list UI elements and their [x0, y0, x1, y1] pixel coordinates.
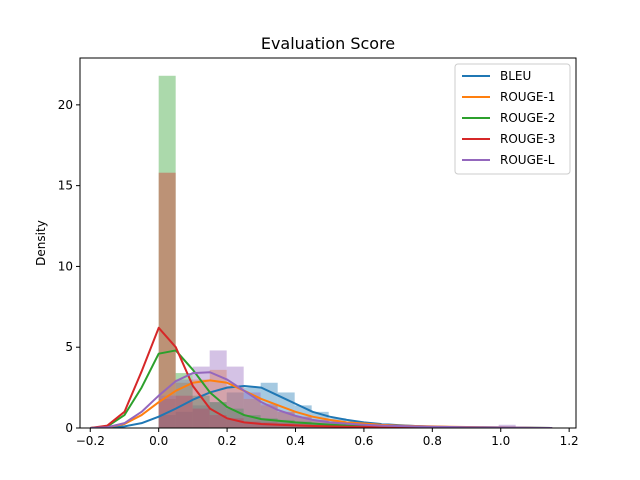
bleu-histogram-bar-1 — [175, 411, 193, 428]
rouge-3-legend-label: ROUGE-3 — [500, 132, 555, 146]
rouge-2-histogram-bar-6 — [260, 418, 278, 428]
rouge-3-histogram-bar-0 — [158, 172, 176, 428]
plot-frame — [79, 57, 577, 429]
y-tick-label: 0 — [65, 421, 73, 435]
rouge-2-histogram-bar-1 — [175, 373, 193, 428]
legend-box — [454, 63, 571, 175]
legend: BLEU ROUGE-1 ROUGE-2 ROUGE-3 ROUGE-L — [454, 63, 571, 175]
x-axis: −0.2 0.0 0.2 0.4 0.6 0.8 1.0 1.2 — [76, 428, 579, 448]
rouge-1-legend-label: ROUGE-1 — [500, 90, 555, 104]
bleu-histogram-bar-0 — [158, 415, 176, 428]
y-tick-label: 10 — [58, 259, 73, 273]
x-tick-label: 0.0 — [149, 434, 168, 448]
bleu-legend-label: BLEU — [500, 69, 531, 83]
rouge-1-histogram-bar-4 — [226, 385, 244, 428]
chart-title: Evaluation Score — [261, 34, 395, 53]
rouge-3-histogram-bar-2 — [192, 408, 210, 428]
y-tick-label: 15 — [58, 179, 73, 193]
rouge-2-histogram-bar-0 — [158, 75, 176, 428]
rouge-l-kde-line — [90, 371, 553, 428]
rouge-l-histogram-bar-6 — [260, 403, 278, 428]
x-tick-label: −0.2 — [76, 434, 105, 448]
rouge-3-histogram-bar-5 — [243, 421, 261, 428]
rouge-2-legend-label: ROUGE-2 — [500, 111, 555, 125]
rouge-l-histogram-bar-20 — [498, 424, 516, 428]
rouge-l-histogram-bar-5 — [243, 392, 261, 428]
rouge-3-histogram-bar-1 — [175, 395, 193, 428]
x-tick-label: 0.4 — [286, 434, 305, 448]
x-tick-label: 0.2 — [218, 434, 237, 448]
x-tick-label: 1.2 — [560, 434, 579, 448]
x-tick-label: 0.6 — [354, 434, 373, 448]
rouge-2-histogram-bar-3 — [209, 402, 227, 428]
rouge-1-histogram-bar-5 — [243, 398, 261, 428]
y-axis-label: Density — [34, 220, 48, 266]
y-tick-label: 20 — [58, 98, 73, 112]
bleu-histogram-bar-3 — [209, 402, 227, 428]
rouge-1-histogram-bar-1 — [175, 382, 193, 428]
y-tick-label: 5 — [65, 340, 73, 354]
rouge-3-histogram-bar-3 — [209, 415, 227, 428]
x-tick-label: 1.0 — [491, 434, 510, 448]
x-tick-label: 0.8 — [423, 434, 442, 448]
y-axis: 0 5 10 15 20 — [58, 98, 80, 435]
bleu-histogram-bar-2 — [192, 405, 210, 428]
rouge-1-histogram-bar-6 — [260, 405, 278, 428]
rouge-3-histogram-bar-4 — [226, 418, 244, 428]
rouge-l-legend-label: ROUGE-L — [500, 153, 555, 167]
rouge-2-histogram-bar-7 — [277, 419, 295, 428]
